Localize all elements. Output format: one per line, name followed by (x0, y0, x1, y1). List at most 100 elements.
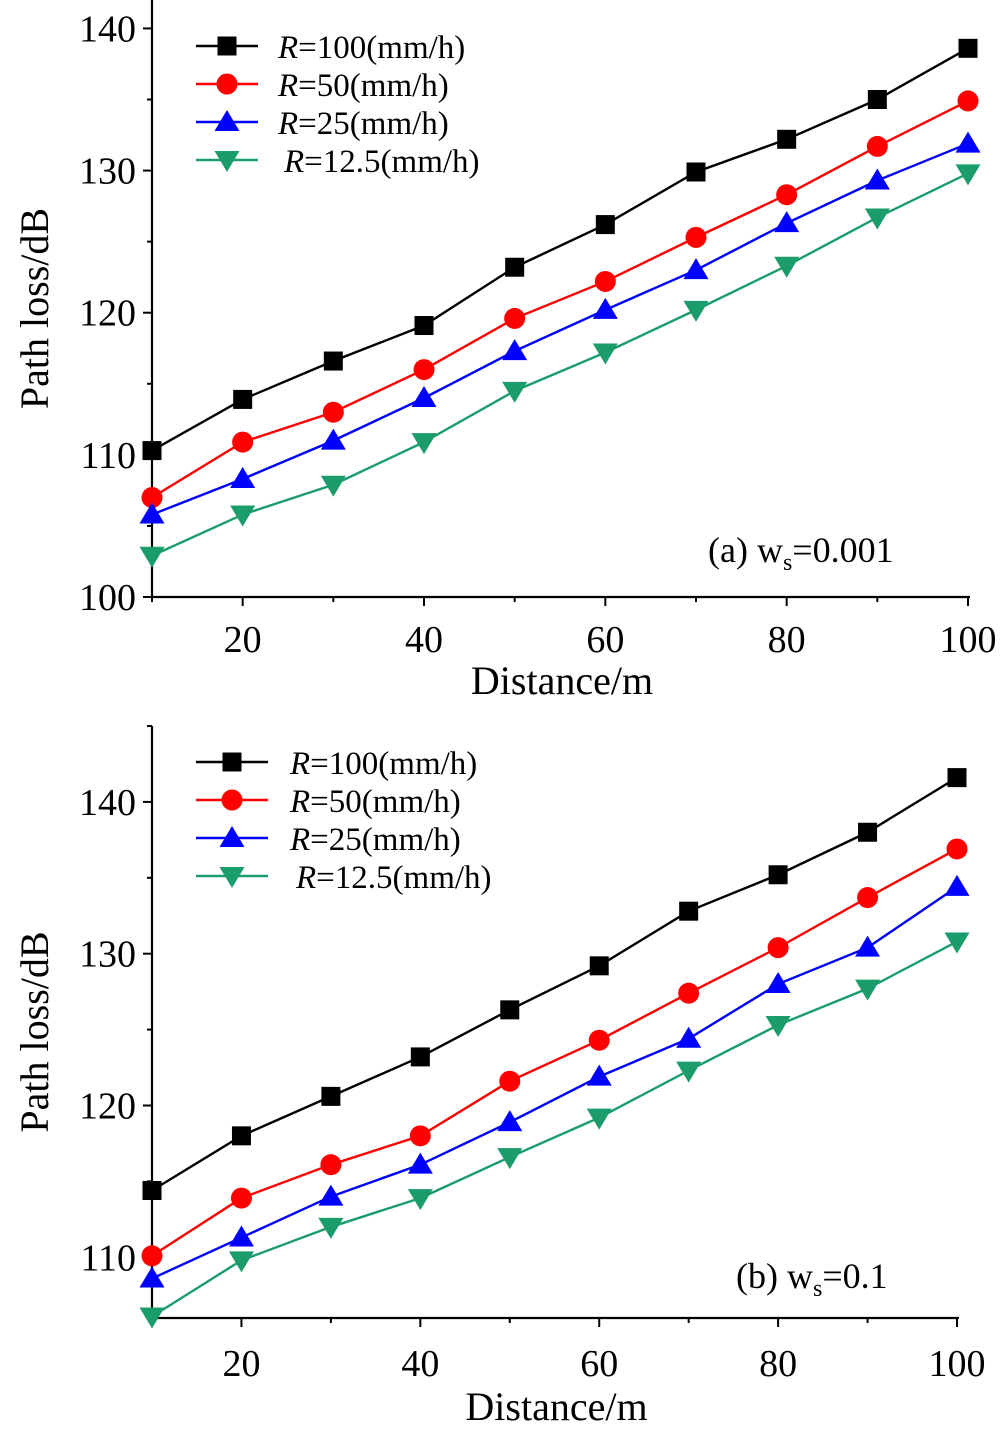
legend-entry: R=100(mm/h) (196, 746, 477, 782)
legend-variable: R (277, 30, 298, 66)
data-point (322, 401, 344, 423)
legend-marker (214, 151, 240, 172)
legend-marker (214, 110, 240, 131)
data-point (139, 502, 165, 524)
legend-label: R=12.5(mm/h) (295, 860, 492, 896)
legend-label: R=25(mm/h) (289, 822, 461, 858)
data-point (767, 937, 789, 959)
annotation-subscript: s (783, 550, 792, 576)
annotation-subscript: s (813, 1276, 822, 1302)
data-point (318, 1184, 344, 1206)
legend-label: R=100(mm/h) (277, 30, 465, 66)
data-point (411, 386, 437, 407)
x-tick-label: 60 (580, 1343, 618, 1385)
y-tick-label: 120 (79, 1085, 136, 1127)
series-1 (141, 90, 979, 508)
legend-label: R=100(mm/h) (289, 746, 477, 782)
y-axis-label: Path loss/dB (12, 931, 57, 1132)
data-point (944, 932, 970, 954)
data-point (141, 487, 163, 508)
legend-name: =25(mm/h) (298, 106, 449, 142)
x-axis-label: Distance/m (465, 1384, 647, 1429)
data-point (676, 1061, 702, 1083)
legend-label: R=50(mm/h) (277, 68, 449, 104)
legend-variable: R (277, 106, 298, 142)
series-line (151, 142, 969, 516)
data-point (139, 1266, 165, 1288)
legend-name: =100(mm/h) (310, 746, 477, 782)
data-point (867, 90, 887, 109)
x-tick-label: 40 (401, 1343, 439, 1385)
data-point (320, 1154, 342, 1176)
annotation-prefix: (a) w (708, 530, 783, 570)
x-tick-label: 80 (759, 1343, 797, 1385)
legend-marker (219, 826, 245, 847)
data-point (864, 208, 890, 230)
data-point (141, 1245, 163, 1267)
legend-variable: R (289, 784, 310, 820)
data-point (777, 129, 797, 149)
data-point (411, 433, 437, 455)
y-tick-label: 140 (79, 8, 136, 50)
data-point (592, 297, 618, 319)
legend-variable: R (283, 144, 304, 180)
legend-variable: R (277, 68, 298, 104)
x-axis-label: Distance/m (471, 658, 653, 703)
y-tick-label: 140 (79, 782, 136, 824)
data-point (858, 822, 878, 842)
legend-entry: R=100(mm/h) (196, 30, 465, 66)
series-line (151, 47, 969, 452)
legend-name: =100(mm/h) (298, 30, 465, 66)
data-point (409, 1125, 431, 1147)
data-point (321, 1086, 341, 1106)
data-point (765, 1016, 791, 1038)
data-point (765, 972, 791, 994)
data-point (944, 874, 970, 896)
annotation-suffix: =0.1 (822, 1256, 887, 1296)
data-point (774, 256, 800, 278)
legend-name: =50(mm/h) (298, 68, 449, 104)
data-point (231, 1126, 251, 1146)
data-point (318, 1217, 344, 1239)
data-point (142, 441, 162, 461)
data-point (685, 226, 707, 248)
data-point (588, 1029, 610, 1051)
legend-entry: R=50(mm/h) (196, 68, 449, 104)
chart-a: 100 110 120 130 140 20 40 60 80 100 Distance/m Path… (12, 0, 997, 703)
series-1 (141, 838, 968, 1267)
legend-label: R=12.5(mm/h) (283, 144, 480, 180)
x-tick-label: 20 (222, 1343, 260, 1385)
data-point (676, 1026, 702, 1048)
legend-variable: R (289, 746, 310, 782)
x-tick-label: 100 (940, 619, 997, 661)
data-point (497, 1110, 523, 1132)
data-point (592, 343, 618, 365)
series-2 (139, 131, 981, 524)
data-point (142, 1180, 162, 1200)
data-point (864, 168, 890, 190)
data-point (320, 475, 346, 497)
series-line (151, 776, 958, 1192)
data-point (504, 307, 526, 329)
data-point (776, 184, 798, 206)
data-point (595, 215, 615, 235)
series-line (151, 172, 969, 557)
data-point (679, 901, 699, 921)
data-point (228, 1251, 254, 1273)
legend-marker (222, 752, 242, 772)
series-0 (142, 768, 967, 1200)
chart-b: 110 120 130 140 20 40 60 80 100 Distance/m Path lo… (12, 725, 986, 1429)
data-point (502, 339, 528, 361)
data-point (866, 135, 888, 157)
series-line (151, 847, 958, 1257)
data-point (228, 1225, 254, 1247)
legend-marker (221, 789, 243, 811)
data-point (683, 258, 709, 280)
data-point (594, 270, 616, 292)
legend-entry: R=50(mm/h) (196, 784, 461, 820)
data-point (413, 359, 435, 381)
legend-name: =12.5(mm/h) (316, 860, 491, 896)
legend-name: =12.5(mm/h) (304, 144, 479, 180)
data-point (233, 389, 253, 409)
data-point (857, 887, 879, 909)
